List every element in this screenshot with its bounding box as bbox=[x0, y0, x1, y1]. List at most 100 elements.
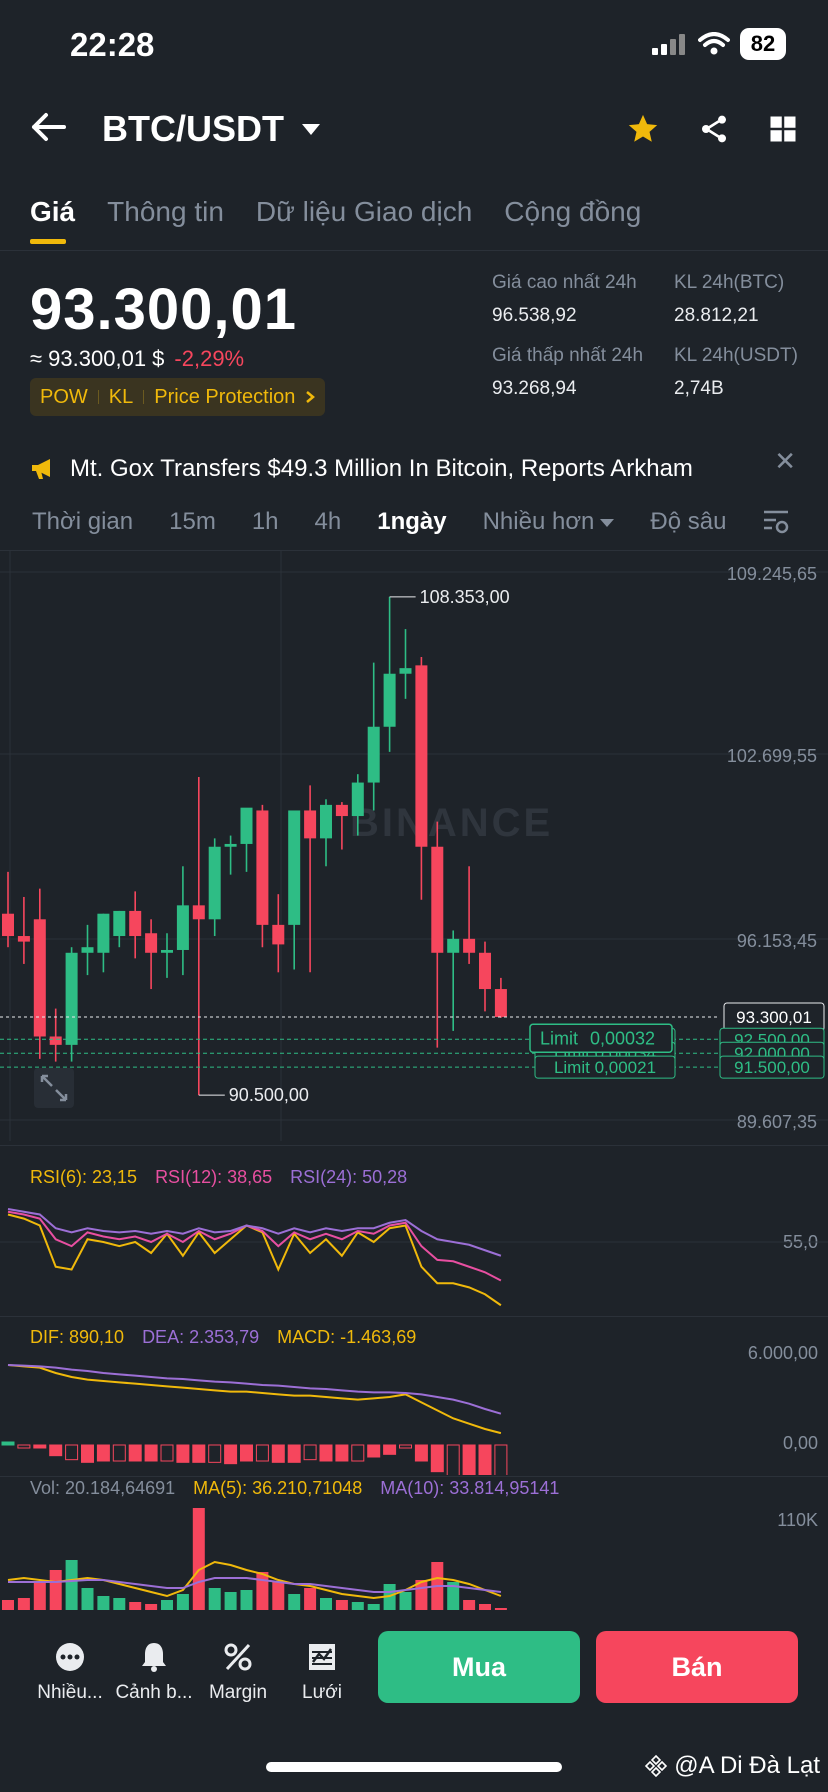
vol-btc-value: 28.812,21 bbox=[674, 305, 759, 326]
close-icon: ✕ bbox=[774, 446, 796, 476]
vol-btc-label: KL 24h(BTC) bbox=[674, 272, 785, 293]
home-indicator bbox=[266, 1762, 562, 1772]
candle-body bbox=[81, 947, 94, 953]
candle-body bbox=[17, 936, 30, 942]
buy-button[interactable]: Mua bbox=[378, 1631, 580, 1703]
candle-body bbox=[129, 910, 142, 937]
candle-body bbox=[431, 846, 444, 953]
vol-usdt-label: KL 24h(USDT) bbox=[674, 345, 798, 366]
volume-bar bbox=[81, 1588, 94, 1610]
active-order-box[interactable]: Limit 0,00032 bbox=[529, 1023, 673, 1054]
candle-body bbox=[97, 913, 110, 953]
divider bbox=[143, 390, 145, 404]
interval-divider bbox=[0, 550, 828, 551]
candle-body bbox=[176, 905, 189, 950]
share-icon[interactable] bbox=[698, 113, 730, 145]
tab-community[interactable]: Cộng đồng bbox=[504, 196, 642, 227]
pair-selector[interactable]: BTC/USDT bbox=[102, 108, 320, 150]
macd-histogram-bar bbox=[383, 1444, 397, 1455]
volume-bar bbox=[447, 1582, 460, 1610]
star-icon[interactable] bbox=[626, 112, 660, 146]
candle-body bbox=[288, 810, 301, 925]
y-label-3: 96.153,45 bbox=[737, 931, 817, 951]
tab-price[interactable]: Giá bbox=[30, 196, 76, 244]
bottom-nav-margin[interactable]: Margin bbox=[198, 1640, 278, 1704]
volume-bar bbox=[33, 1582, 46, 1610]
macd-histogram-bar bbox=[446, 1444, 460, 1475]
macd-histogram-bar bbox=[208, 1444, 222, 1463]
pane-divider bbox=[0, 1316, 828, 1317]
low-marker-label: 90.500,00 bbox=[229, 1085, 309, 1105]
tab-trading-data[interactable]: Dữ liệu Giao dịch bbox=[255, 196, 473, 227]
news-text: Mt. Gox Transfers $49.3 Million In Bitco… bbox=[70, 455, 693, 482]
macd-histogram-bar bbox=[33, 1444, 47, 1449]
interval-depth[interactable]: Độ sâu bbox=[650, 508, 727, 535]
macd-histogram-bar bbox=[351, 1444, 365, 1462]
bottom-nav-alert[interactable]: Cảnh b... bbox=[114, 1640, 194, 1704]
svg-text:93.300,01: 93.300,01 bbox=[736, 1008, 812, 1027]
macd-dea-label: DEA: 2.353,79 bbox=[142, 1327, 260, 1347]
credit-text: @A Di Đà Lạt bbox=[674, 1752, 820, 1779]
macd-histogram-bar bbox=[494, 1444, 508, 1475]
tab-info[interactable]: Thông tin bbox=[107, 196, 224, 227]
interval-time[interactable]: Thời gian bbox=[32, 508, 134, 535]
bottom-nav-more[interactable]: Nhiều... bbox=[30, 1640, 110, 1704]
tag-price-protection: Price Protection bbox=[154, 385, 296, 408]
arrow-left-icon bbox=[32, 113, 66, 141]
volume-bar bbox=[208, 1588, 221, 1610]
order-price-tag: 91.500,00 bbox=[719, 1055, 825, 1079]
macd-histogram-bar bbox=[96, 1444, 110, 1462]
volume-bar bbox=[288, 1594, 301, 1610]
chart-settings-icon[interactable] bbox=[762, 508, 790, 536]
macd-histogram-bar bbox=[430, 1444, 444, 1473]
low-24h-label: Giá thấp nhất 24h bbox=[492, 345, 644, 366]
volume-bar bbox=[224, 1592, 237, 1610]
close-news-button[interactable]: ✕ bbox=[774, 446, 796, 477]
low-24h-value: 93.268,94 bbox=[492, 378, 577, 399]
price-change: -2,29% bbox=[174, 346, 245, 371]
macd-histogram-bar bbox=[303, 1444, 317, 1461]
volume-bar bbox=[463, 1600, 476, 1610]
vol-label: Vol: 20.184,64691 bbox=[30, 1478, 176, 1498]
sell-button[interactable]: Bán bbox=[596, 1631, 798, 1703]
interval-15m[interactable]: 15m bbox=[169, 508, 216, 535]
expand-chart-button[interactable] bbox=[34, 1068, 74, 1108]
macd-histogram-bar bbox=[367, 1444, 381, 1458]
candle-body bbox=[145, 933, 158, 953]
news-banner[interactable]: Mt. Gox Transfers $49.3 Million In Bitco… bbox=[30, 455, 693, 483]
layout-grid-icon[interactable] bbox=[768, 114, 798, 144]
candle-body bbox=[415, 665, 428, 847]
interval-1d[interactable]: 1ngày bbox=[377, 508, 447, 535]
price-sub: ≈ 93.300,01 $ -2,29% bbox=[30, 346, 244, 372]
order-box[interactable]: Limit 0,00021 bbox=[534, 1055, 676, 1079]
bottom-nav-more-label: Nhiều... bbox=[37, 1682, 103, 1703]
svg-text:Limit 0,00021: Limit 0,00021 bbox=[554, 1058, 656, 1077]
candle-body bbox=[447, 938, 460, 953]
tag-bar[interactable]: POW KL Price Protection bbox=[30, 378, 326, 416]
volume-bar bbox=[399, 1592, 412, 1610]
interval-4h[interactable]: 4h bbox=[314, 508, 342, 535]
bottom-nav-grid[interactable]: Lưới bbox=[282, 1640, 362, 1704]
rsi24-line bbox=[7, 1208, 502, 1257]
interval-1h[interactable]: 1h bbox=[251, 508, 279, 535]
price-approx: ≈ 93.300,01 $ bbox=[30, 346, 165, 371]
high-marker-label: 108.353,00 bbox=[420, 587, 510, 607]
macd-legend: DIF: 890,10 DEA: 2.353,79 MACD: -1.463,6… bbox=[30, 1327, 416, 1348]
vol-ma5-label: MA(5): 36.210,71048 bbox=[193, 1478, 363, 1498]
macd-histogram-bar bbox=[17, 1444, 31, 1449]
bottom-nav-margin-label: Margin bbox=[208, 1682, 268, 1703]
macd-histogram-bar bbox=[287, 1444, 301, 1463]
macd-histogram-bar bbox=[128, 1444, 142, 1462]
back-button[interactable] bbox=[30, 112, 66, 147]
interval-more[interactable]: Nhiều hơn bbox=[483, 508, 615, 536]
macd-histogram-bar bbox=[240, 1444, 253, 1462]
y-label-bottom: 89.607,35 bbox=[737, 1112, 817, 1132]
rsi12-line bbox=[7, 1210, 502, 1282]
volume-ma10-line bbox=[8, 1577, 502, 1593]
macd-histogram-bar bbox=[176, 1444, 190, 1463]
candle-body bbox=[399, 668, 412, 674]
chart-watermark: BINANCE bbox=[350, 801, 553, 845]
candle-body bbox=[479, 952, 491, 990]
candle-body bbox=[463, 938, 476, 953]
